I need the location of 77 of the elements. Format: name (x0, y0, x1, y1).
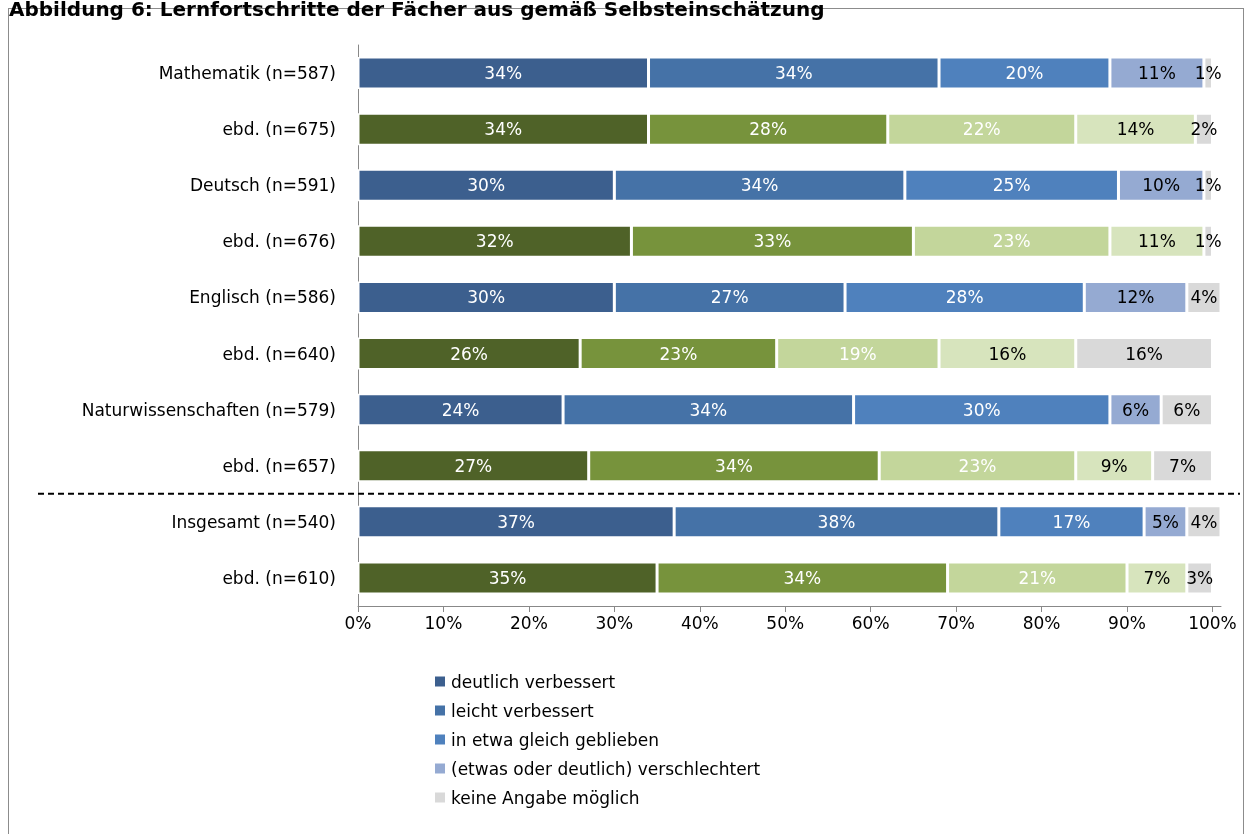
data-label: 34% (715, 455, 753, 476)
x-tick-label: 0% (344, 612, 372, 633)
x-tick-label: 50% (766, 612, 805, 633)
data-label: 28% (749, 119, 788, 140)
data-label: 34% (484, 63, 523, 84)
y-tick-label: Englisch (n=586) (189, 287, 336, 308)
x-tick-label: 100% (1188, 612, 1237, 633)
y-tick-label: ebd. (n=610) (222, 567, 336, 588)
x-tick-label: 40% (680, 612, 719, 633)
data-label: 34% (740, 175, 779, 196)
legend-label: keine Angabe möglich (451, 787, 640, 808)
y-tick-label: Deutsch (n=591) (189, 175, 336, 196)
data-label: 4% (1190, 511, 1218, 532)
data-label: 38% (817, 511, 856, 532)
legend-label: leicht verbessert (451, 700, 595, 721)
data-label: 37% (497, 511, 535, 532)
y-tick-label: ebd. (n=675) (222, 119, 336, 140)
data-label: 34% (689, 399, 728, 420)
data-label: 28% (945, 287, 984, 308)
data-label: 1% (1194, 175, 1222, 196)
data-label: 3% (1186, 567, 1214, 588)
x-tick-label: 70% (937, 612, 976, 633)
y-tick-label: Insgesamt (n=540) (171, 511, 336, 532)
chart-title: Abbildung 6: Lernfortschritte der Fächer aus gemäß Selbsteinschätzung (9, 0, 825, 21)
data-label: 2% (1190, 119, 1218, 140)
data-label: 5% (1151, 511, 1179, 532)
data-label: 1% (1194, 63, 1222, 84)
data-label: 34% (484, 119, 523, 140)
data-label: 17% (1052, 511, 1091, 532)
data-label: 16% (988, 343, 1027, 364)
x-tick-label: 10% (424, 612, 463, 633)
data-label: 30% (467, 287, 506, 308)
data-label: 7% (1169, 455, 1197, 476)
x-tick-label: 80% (1022, 612, 1061, 633)
data-label: 26% (450, 343, 488, 364)
data-label: 23% (958, 455, 997, 476)
y-tick-label: Naturwissenschaften (n=579) (81, 399, 336, 420)
x-tick-label: 90% (1108, 612, 1146, 633)
data-label: 27% (454, 455, 493, 476)
data-label: 9% (1100, 455, 1128, 476)
data-label: 33% (753, 231, 792, 252)
data-label: 6% (1122, 399, 1150, 420)
data-label: 4% (1190, 287, 1218, 308)
data-label: 34% (783, 567, 822, 588)
data-label: 11% (1138, 231, 1176, 252)
data-label: 12% (1116, 287, 1155, 308)
data-label: 14% (1116, 119, 1155, 140)
data-label: 16% (1125, 343, 1163, 364)
data-label: 21% (1018, 567, 1057, 588)
legend-label: (etwas oder deutlich) verschlechtert (451, 758, 761, 779)
x-tick-label: 60% (851, 612, 890, 633)
data-label: 34% (774, 63, 813, 84)
data-label: 1% (1194, 231, 1222, 252)
y-tick-label: Mathematik (n=587) (158, 63, 336, 84)
data-label: 35% (488, 567, 527, 588)
data-label: 11% (1138, 63, 1176, 84)
data-label: 6% (1173, 399, 1201, 420)
legend-label: in etwa gleich geblieben (451, 729, 659, 750)
data-label: 30% (962, 399, 1001, 420)
data-label: 32% (475, 231, 514, 252)
y-tick-label: ebd. (n=640) (222, 343, 336, 364)
data-label: 27% (710, 287, 749, 308)
data-label: 20% (1005, 63, 1044, 84)
x-tick-label: 20% (509, 612, 548, 633)
data-label: 30% (467, 175, 506, 196)
legend-label: deutlich verbessert (451, 671, 616, 692)
y-tick-label: ebd. (n=676) (222, 231, 336, 252)
data-label: 7% (1143, 567, 1171, 588)
data-label: 19% (838, 343, 877, 364)
data-label: 25% (992, 175, 1031, 196)
data-label: 10% (1142, 175, 1181, 196)
x-tick-label: 30% (595, 612, 634, 633)
data-label: 22% (962, 119, 1001, 140)
data-label: 23% (992, 231, 1031, 252)
data-label: 23% (659, 343, 698, 364)
data-label: 24% (441, 399, 480, 420)
y-tick-label: ebd. (n=657) (222, 455, 336, 476)
